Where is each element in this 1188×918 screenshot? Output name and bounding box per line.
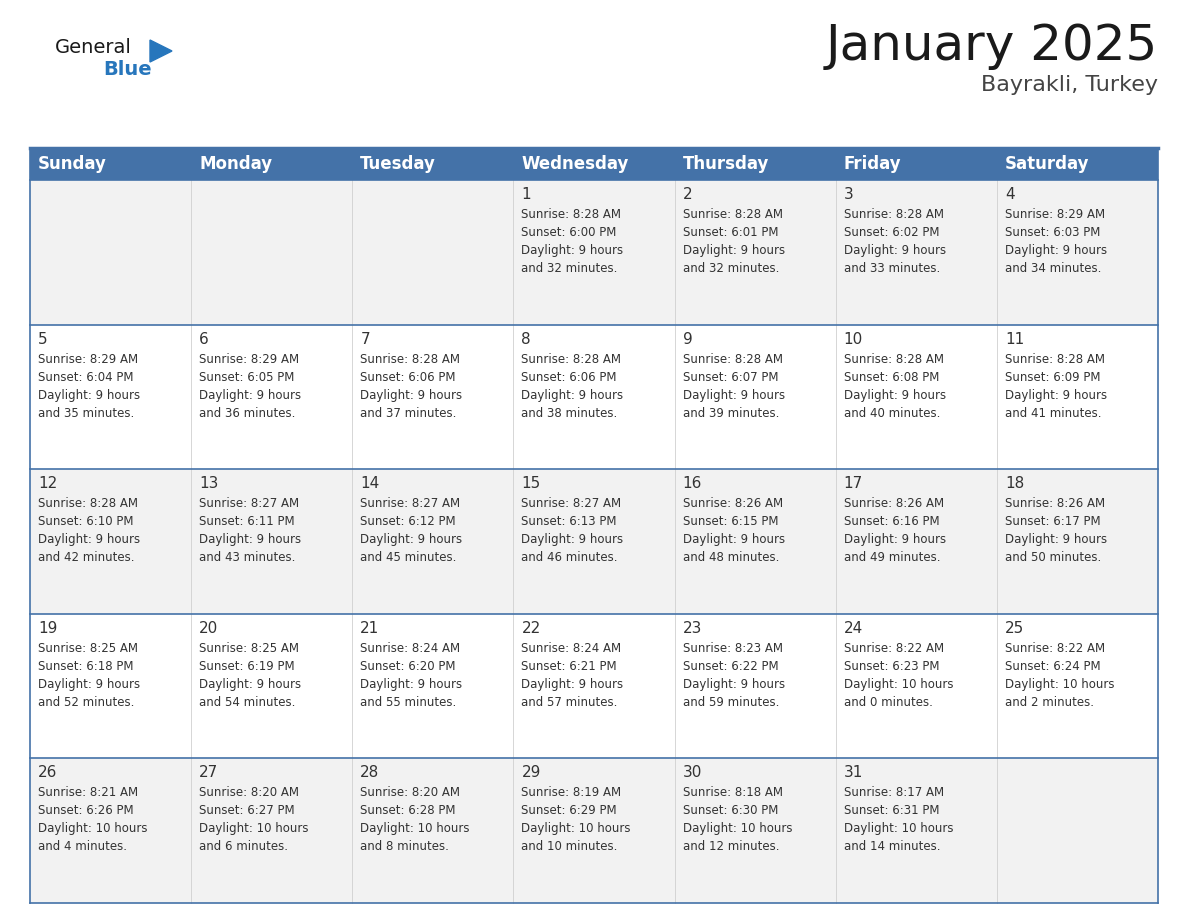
Text: Saturday: Saturday [1005,155,1089,173]
Bar [30,469,1158,614]
Text: Sunrise: 8:17 AM
Sunset: 6:31 PM
Daylight: 10 hours
and 14 minutes.: Sunrise: 8:17 AM Sunset: 6:31 PM Dayligh… [843,787,953,854]
Text: Sunrise: 8:29 AM
Sunset: 6:05 PM
Daylight: 9 hours
and 36 minutes.: Sunrise: 8:29 AM Sunset: 6:05 PM Dayligh… [200,353,302,420]
Text: Sunrise: 8:18 AM
Sunset: 6:30 PM
Daylight: 10 hours
and 12 minutes.: Sunrise: 8:18 AM Sunset: 6:30 PM Dayligh… [683,787,792,854]
Text: Friday: Friday [843,155,902,173]
Text: Sunrise: 8:25 AM
Sunset: 6:19 PM
Daylight: 9 hours
and 54 minutes.: Sunrise: 8:25 AM Sunset: 6:19 PM Dayligh… [200,642,302,709]
Text: 6: 6 [200,331,209,347]
Text: Sunrise: 8:28 AM
Sunset: 6:06 PM
Daylight: 9 hours
and 37 minutes.: Sunrise: 8:28 AM Sunset: 6:06 PM Dayligh… [360,353,462,420]
Text: 19: 19 [38,621,57,636]
Text: 25: 25 [1005,621,1024,636]
Text: Wednesday: Wednesday [522,155,628,173]
Text: Sunrise: 8:25 AM
Sunset: 6:18 PM
Daylight: 9 hours
and 52 minutes.: Sunrise: 8:25 AM Sunset: 6:18 PM Dayligh… [38,642,140,709]
Text: Sunrise: 8:27 AM
Sunset: 6:12 PM
Daylight: 9 hours
and 45 minutes.: Sunrise: 8:27 AM Sunset: 6:12 PM Dayligh… [360,498,462,565]
Text: Sunrise: 8:22 AM
Sunset: 6:24 PM
Daylight: 10 hours
and 2 minutes.: Sunrise: 8:22 AM Sunset: 6:24 PM Dayligh… [1005,642,1114,709]
Text: 3: 3 [843,187,853,202]
Text: Sunrise: 8:28 AM
Sunset: 6:09 PM
Daylight: 9 hours
and 41 minutes.: Sunrise: 8:28 AM Sunset: 6:09 PM Dayligh… [1005,353,1107,420]
Text: Sunrise: 8:27 AM
Sunset: 6:13 PM
Daylight: 9 hours
and 46 minutes.: Sunrise: 8:27 AM Sunset: 6:13 PM Dayligh… [522,498,624,565]
Text: Sunrise: 8:29 AM
Sunset: 6:04 PM
Daylight: 9 hours
and 35 minutes.: Sunrise: 8:29 AM Sunset: 6:04 PM Dayligh… [38,353,140,420]
Text: Sunrise: 8:28 AM
Sunset: 6:00 PM
Daylight: 9 hours
and 32 minutes.: Sunrise: 8:28 AM Sunset: 6:00 PM Dayligh… [522,208,624,275]
Text: 17: 17 [843,476,862,491]
Text: 12: 12 [38,476,57,491]
Polygon shape [150,40,172,62]
Text: Sunrise: 8:26 AM
Sunset: 6:15 PM
Daylight: 9 hours
and 48 minutes.: Sunrise: 8:26 AM Sunset: 6:15 PM Dayligh… [683,498,785,565]
Text: General: General [55,38,132,57]
Text: 22: 22 [522,621,541,636]
Text: Sunrise: 8:29 AM
Sunset: 6:03 PM
Daylight: 9 hours
and 34 minutes.: Sunrise: 8:29 AM Sunset: 6:03 PM Dayligh… [1005,208,1107,275]
Text: 2: 2 [683,187,693,202]
Text: Sunrise: 8:27 AM
Sunset: 6:11 PM
Daylight: 9 hours
and 43 minutes.: Sunrise: 8:27 AM Sunset: 6:11 PM Dayligh… [200,498,302,565]
Text: Sunrise: 8:22 AM
Sunset: 6:23 PM
Daylight: 10 hours
and 0 minutes.: Sunrise: 8:22 AM Sunset: 6:23 PM Dayligh… [843,642,953,709]
Text: Sunrise: 8:24 AM
Sunset: 6:21 PM
Daylight: 9 hours
and 57 minutes.: Sunrise: 8:24 AM Sunset: 6:21 PM Dayligh… [522,642,624,709]
Bar [30,325,1158,469]
Text: 16: 16 [683,476,702,491]
Text: 27: 27 [200,766,219,780]
Text: Sunrise: 8:26 AM
Sunset: 6:16 PM
Daylight: 9 hours
and 49 minutes.: Sunrise: 8:26 AM Sunset: 6:16 PM Dayligh… [843,498,946,565]
Text: 24: 24 [843,621,862,636]
Bar [30,180,1158,325]
Text: Thursday: Thursday [683,155,769,173]
Text: 7: 7 [360,331,369,347]
Text: 1: 1 [522,187,531,202]
Bar [30,758,1158,903]
Text: 4: 4 [1005,187,1015,202]
Text: 30: 30 [683,766,702,780]
Text: 13: 13 [200,476,219,491]
Text: Sunrise: 8:19 AM
Sunset: 6:29 PM
Daylight: 10 hours
and 10 minutes.: Sunrise: 8:19 AM Sunset: 6:29 PM Dayligh… [522,787,631,854]
Text: 29: 29 [522,766,541,780]
Text: Sunrise: 8:28 AM
Sunset: 6:01 PM
Daylight: 9 hours
and 32 minutes.: Sunrise: 8:28 AM Sunset: 6:01 PM Dayligh… [683,208,785,275]
Text: Bayrakli, Turkey: Bayrakli, Turkey [981,75,1158,95]
Text: January 2025: January 2025 [826,22,1158,70]
Text: 18: 18 [1005,476,1024,491]
Text: Blue: Blue [103,60,152,79]
Text: 23: 23 [683,621,702,636]
Text: Sunrise: 8:28 AM
Sunset: 6:10 PM
Daylight: 9 hours
and 42 minutes.: Sunrise: 8:28 AM Sunset: 6:10 PM Dayligh… [38,498,140,565]
Text: 9: 9 [683,331,693,347]
Text: Sunrise: 8:28 AM
Sunset: 6:07 PM
Daylight: 9 hours
and 39 minutes.: Sunrise: 8:28 AM Sunset: 6:07 PM Dayligh… [683,353,785,420]
Text: 21: 21 [360,621,379,636]
Text: Sunday: Sunday [38,155,107,173]
Text: Sunrise: 8:28 AM
Sunset: 6:06 PM
Daylight: 9 hours
and 38 minutes.: Sunrise: 8:28 AM Sunset: 6:06 PM Dayligh… [522,353,624,420]
Text: Sunrise: 8:21 AM
Sunset: 6:26 PM
Daylight: 10 hours
and 4 minutes.: Sunrise: 8:21 AM Sunset: 6:26 PM Dayligh… [38,787,147,854]
Text: 26: 26 [38,766,57,780]
Text: Sunrise: 8:20 AM
Sunset: 6:27 PM
Daylight: 10 hours
and 6 minutes.: Sunrise: 8:20 AM Sunset: 6:27 PM Dayligh… [200,787,309,854]
Text: 20: 20 [200,621,219,636]
Text: 14: 14 [360,476,379,491]
Text: Sunrise: 8:20 AM
Sunset: 6:28 PM
Daylight: 10 hours
and 8 minutes.: Sunrise: 8:20 AM Sunset: 6:28 PM Dayligh… [360,787,469,854]
Text: 15: 15 [522,476,541,491]
Bar [30,148,1158,180]
Text: Sunrise: 8:26 AM
Sunset: 6:17 PM
Daylight: 9 hours
and 50 minutes.: Sunrise: 8:26 AM Sunset: 6:17 PM Dayligh… [1005,498,1107,565]
Text: Sunrise: 8:24 AM
Sunset: 6:20 PM
Daylight: 9 hours
and 55 minutes.: Sunrise: 8:24 AM Sunset: 6:20 PM Dayligh… [360,642,462,709]
Text: 10: 10 [843,331,862,347]
Text: Tuesday: Tuesday [360,155,436,173]
Text: 28: 28 [360,766,379,780]
Text: Sunrise: 8:28 AM
Sunset: 6:08 PM
Daylight: 9 hours
and 40 minutes.: Sunrise: 8:28 AM Sunset: 6:08 PM Dayligh… [843,353,946,420]
Bar [30,614,1158,758]
Text: 31: 31 [843,766,864,780]
Text: 5: 5 [38,331,48,347]
Text: Monday: Monday [200,155,272,173]
Text: Sunrise: 8:23 AM
Sunset: 6:22 PM
Daylight: 9 hours
and 59 minutes.: Sunrise: 8:23 AM Sunset: 6:22 PM Dayligh… [683,642,785,709]
Text: Sunrise: 8:28 AM
Sunset: 6:02 PM
Daylight: 9 hours
and 33 minutes.: Sunrise: 8:28 AM Sunset: 6:02 PM Dayligh… [843,208,946,275]
Text: 8: 8 [522,331,531,347]
Text: 11: 11 [1005,331,1024,347]
